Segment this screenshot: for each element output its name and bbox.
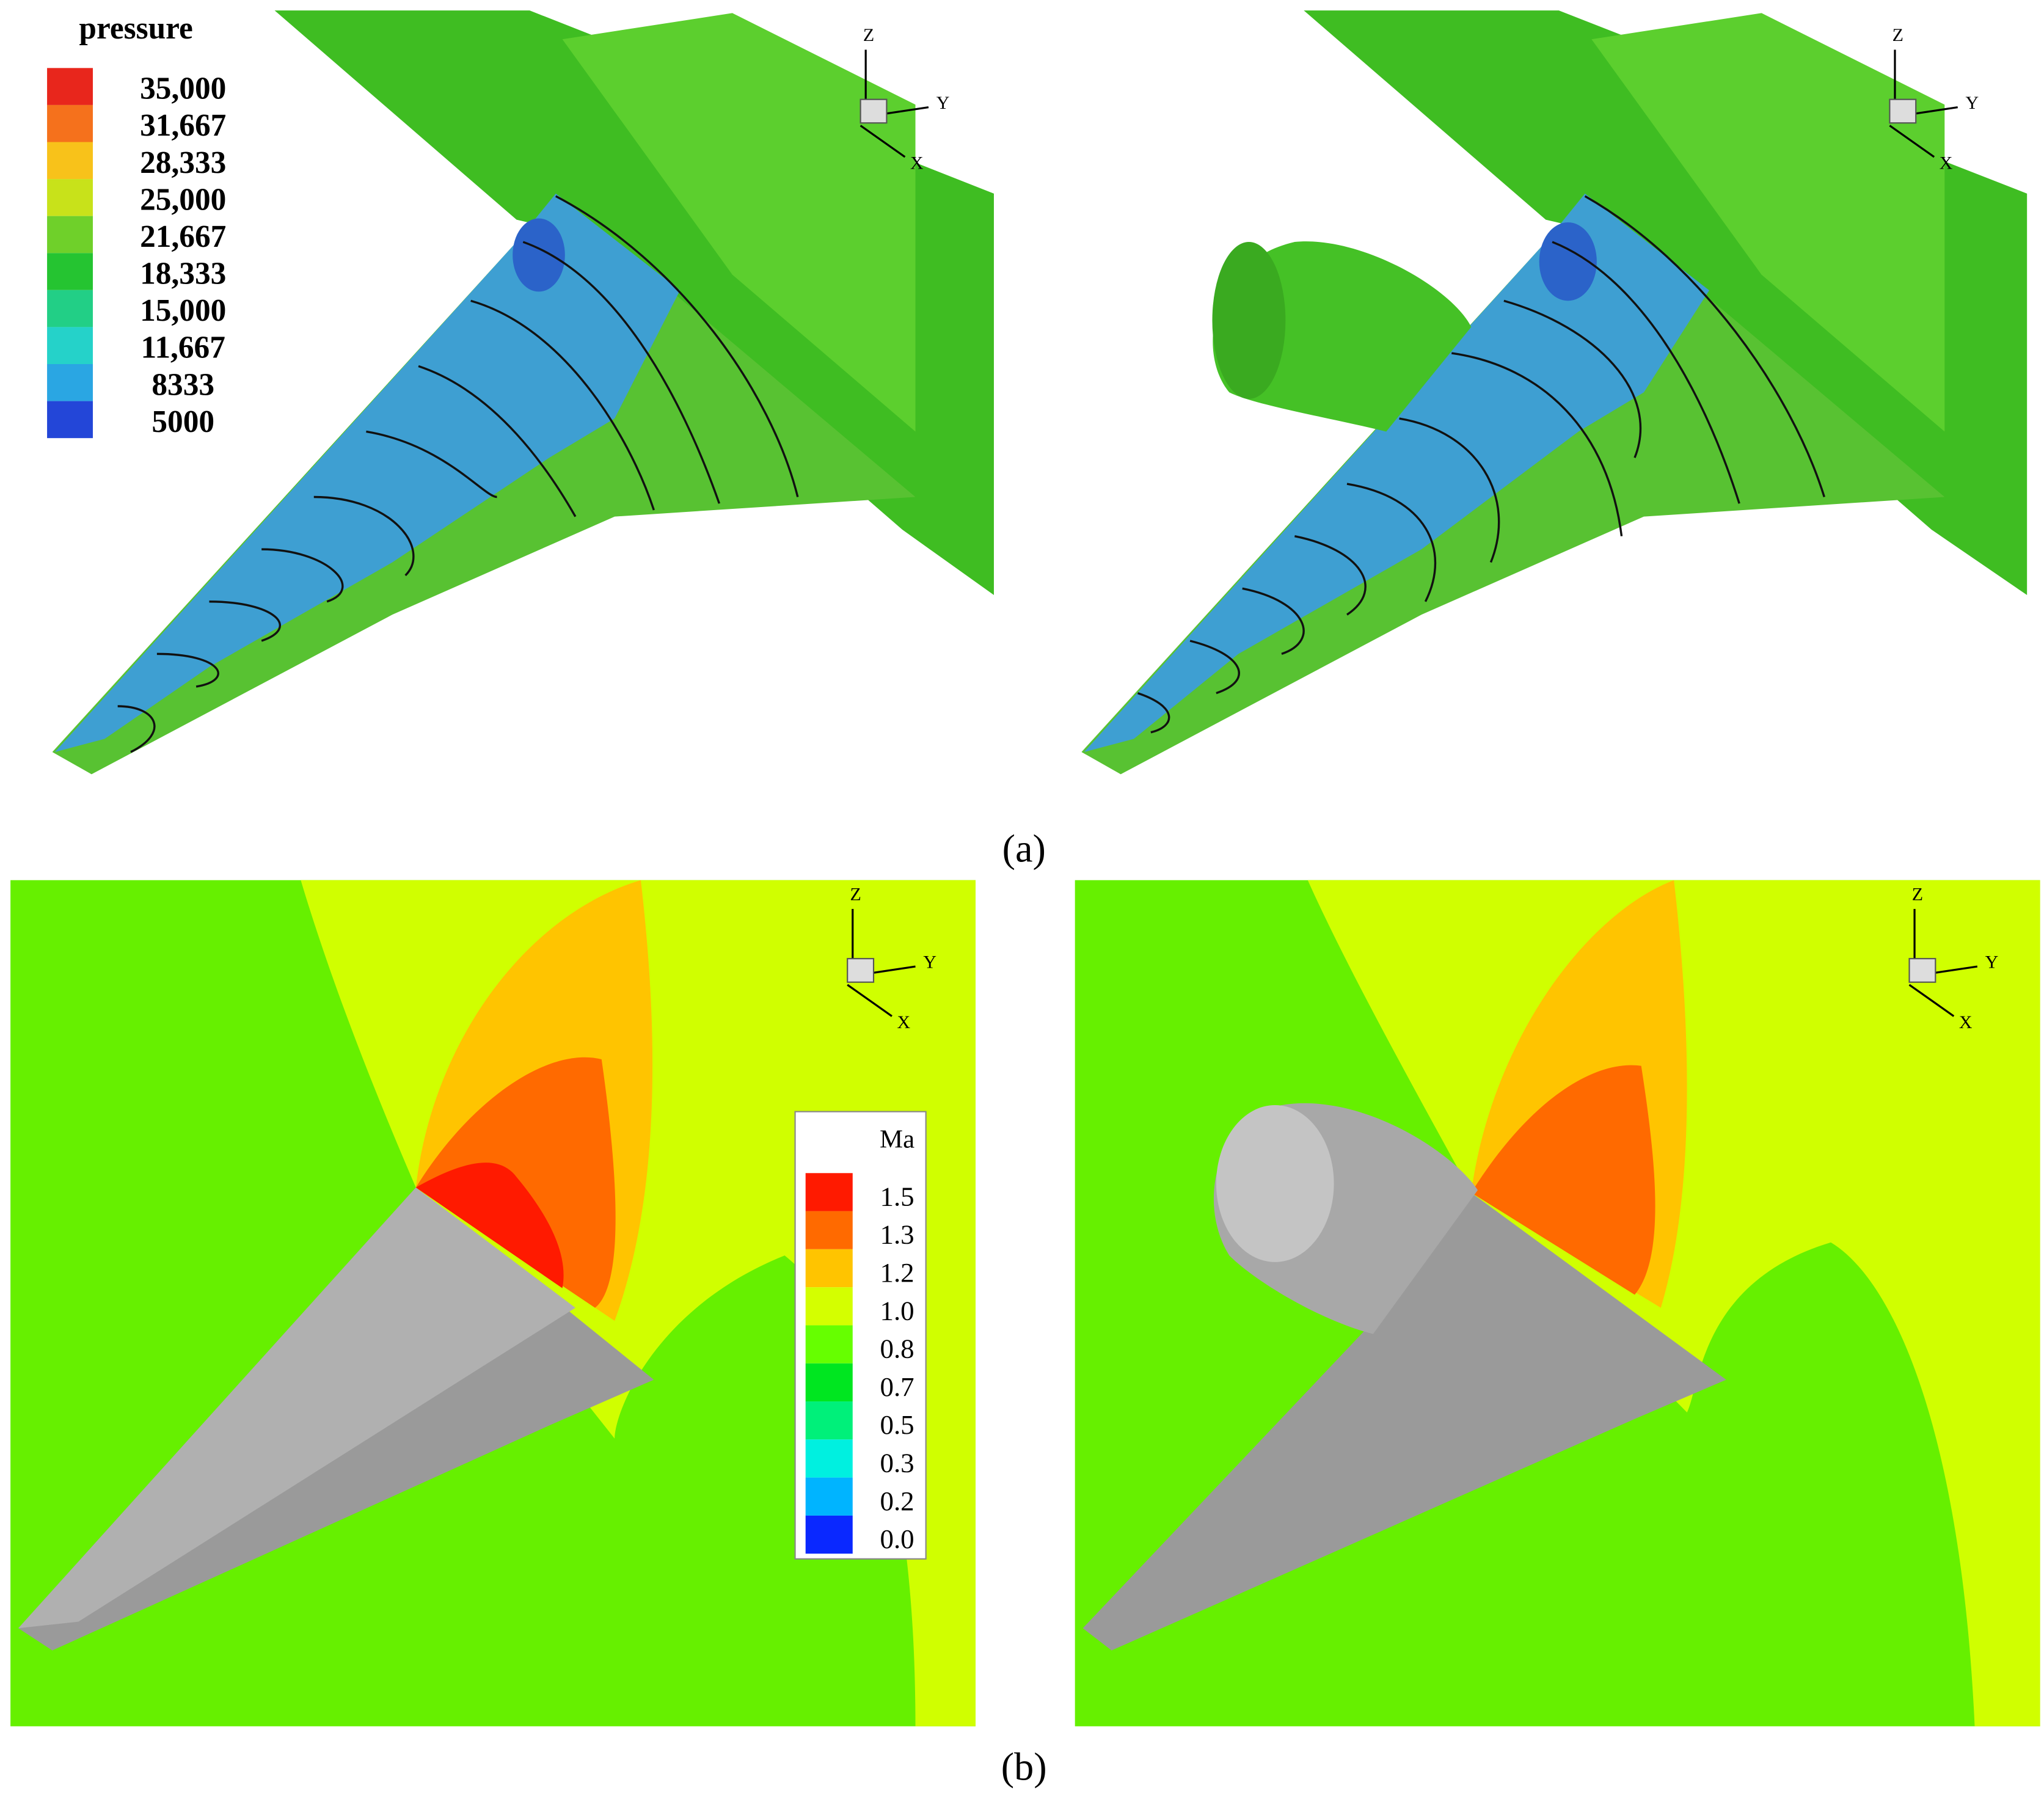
legend-swatch (47, 179, 93, 216)
axis-triads: Z Y X Z Y X Z Y X Z Y X (847, 25, 1998, 1032)
legend-label: 0.5 (880, 1409, 914, 1440)
legend-label: 5000 (151, 404, 214, 439)
legend-swatch (805, 1401, 853, 1440)
wing-blue (54, 193, 681, 752)
mach-render-nacelle (1075, 880, 2040, 1726)
nacelle-inlet (1212, 242, 1286, 399)
wing-highlight (18, 1187, 575, 1629)
nacelle-inlet (1216, 1105, 1334, 1262)
legend-swatch (47, 142, 93, 180)
mach-1.5-region (415, 1163, 564, 1288)
legend-swatch (805, 1363, 853, 1402)
legend-swatch (805, 1249, 853, 1288)
legend-swatch (805, 1439, 853, 1478)
legends: pressure 35,00031,66728,33325,00021,66718… (47, 11, 914, 1554)
legend-title: pressure (79, 11, 192, 46)
legend-label: 8333 (151, 367, 214, 402)
axis-label: Z (1912, 884, 1923, 904)
mach-1.3-region (1471, 1065, 1655, 1295)
pressure-render-clean (52, 10, 994, 775)
legend-label: 21,667 (140, 219, 226, 254)
legend-label: 1.0 (880, 1295, 914, 1326)
legend-title: Ma (880, 1125, 914, 1154)
legend-label: 35,000 (140, 71, 226, 106)
wing-blue (1084, 193, 1709, 752)
legend-swatch (47, 401, 93, 439)
fuselage-shade (562, 13, 916, 432)
axis-cube (847, 958, 875, 983)
legend-swatch (47, 253, 93, 290)
axis-label: X (910, 153, 924, 173)
wing-green (1081, 193, 1945, 775)
axis-x (1889, 125, 1935, 158)
legend-label: 15,000 (140, 293, 226, 328)
mach-render-clean (10, 880, 976, 1726)
axis-label: Y (1966, 93, 1979, 113)
legend-swatch (47, 363, 93, 401)
legend-label: 0.0 (880, 1524, 914, 1554)
axis-x (847, 984, 892, 1017)
axis-label: Z (1893, 25, 1903, 45)
legend-label: 1.2 (880, 1257, 914, 1288)
axis-triad: Z Y X (1889, 25, 1979, 173)
axis-x (860, 125, 906, 158)
axis-x (1908, 984, 1955, 1017)
legend-label: 25,000 (140, 182, 226, 217)
legend-label: 0.8 (880, 1334, 914, 1364)
legend-swatch (805, 1173, 853, 1211)
axis-label: X (1940, 153, 1953, 173)
streamlines (117, 195, 799, 753)
legend-label: 1.3 (880, 1219, 914, 1250)
legend-label: 0.2 (880, 1486, 914, 1516)
wing (1082, 1192, 1726, 1651)
legend-label: 11,667 (141, 330, 225, 365)
axis-label: Y (936, 93, 950, 113)
axis-label: X (1959, 1012, 1973, 1032)
axis-cube (1889, 98, 1917, 124)
low-pressure-spot (513, 218, 565, 292)
axis-label: Z (863, 25, 874, 45)
legend-label: 28,333 (140, 145, 226, 180)
axis-triad: Z Y X (847, 884, 936, 1032)
legend-label: 18,333 (140, 257, 226, 291)
legend-label: 0.7 (880, 1371, 914, 1402)
legend-swatch (805, 1211, 853, 1249)
axis-label: X (897, 1012, 911, 1032)
legend-swatch (805, 1287, 853, 1326)
legend-swatch (805, 1477, 853, 1516)
legend-swatch (47, 290, 93, 327)
axis-triad: Z Y X (1908, 884, 1999, 1032)
legend-swatch (47, 104, 93, 142)
fuselage-shade (1591, 13, 1945, 432)
legend-label: 1.5 (880, 1181, 914, 1211)
legend-label: 31,667 (140, 108, 226, 143)
legend-swatch (805, 1325, 853, 1364)
axis-cube (860, 98, 888, 124)
axis-triad: Z Y X (860, 25, 950, 173)
axis-label: Z (850, 884, 861, 904)
streamlines (1137, 195, 1825, 734)
axis-label: Y (1985, 952, 1999, 973)
legend-swatch (47, 327, 93, 364)
mach-1.0-region (1307, 880, 2040, 1726)
caption: (b) (1001, 1745, 1047, 1788)
pressure-render-nacelle (1081, 10, 2028, 775)
legend-swatch (47, 68, 93, 105)
legend-swatch (805, 1515, 853, 1554)
caption: (a) (1002, 827, 1046, 871)
axis-label: Y (923, 952, 936, 973)
axis-cube (1908, 958, 1936, 983)
legend-label: 0.3 (880, 1447, 914, 1478)
legend-swatch (47, 216, 93, 254)
